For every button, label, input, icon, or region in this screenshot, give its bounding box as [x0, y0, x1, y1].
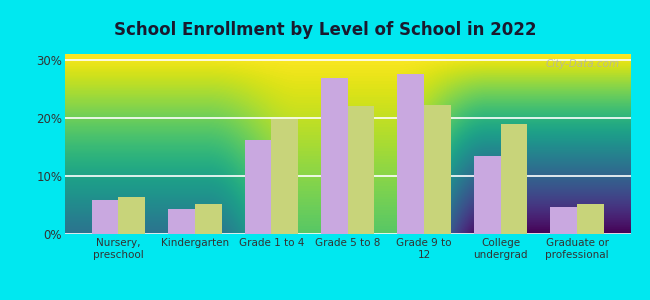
Bar	[92, 200, 118, 234]
Text: School Enrollment by Level of School in 2022: School Enrollment by Level of School in …	[114, 21, 536, 39]
Bar	[500, 124, 527, 234]
Bar	[348, 106, 374, 234]
Bar	[321, 78, 348, 234]
Bar	[118, 197, 145, 234]
Bar	[168, 209, 195, 234]
Bar	[397, 74, 424, 234]
Bar	[424, 105, 451, 234]
Bar	[551, 207, 577, 234]
Text: City-Data.com: City-Data.com	[545, 59, 619, 69]
Bar	[474, 156, 500, 234]
Bar	[271, 119, 298, 234]
Bar	[244, 140, 271, 234]
Bar	[577, 204, 604, 234]
Bar	[195, 204, 222, 234]
